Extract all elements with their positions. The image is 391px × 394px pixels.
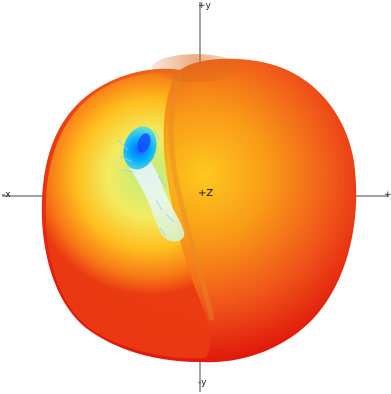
left-lobe-shading [45,72,211,359]
lobe-crease [168,71,215,321]
axis-label-y-positive: +y [198,1,211,11]
axis-label-x-negative: -x [2,190,11,200]
mesh-artifacts [117,129,175,237]
axis-label-y-negative: -y [198,378,207,388]
null-cavity-core [137,133,151,153]
top-crease-shadow [152,54,240,82]
axis-label-x-positive: +x [384,190,391,200]
axis-label-z-positive: +Z [198,188,214,199]
